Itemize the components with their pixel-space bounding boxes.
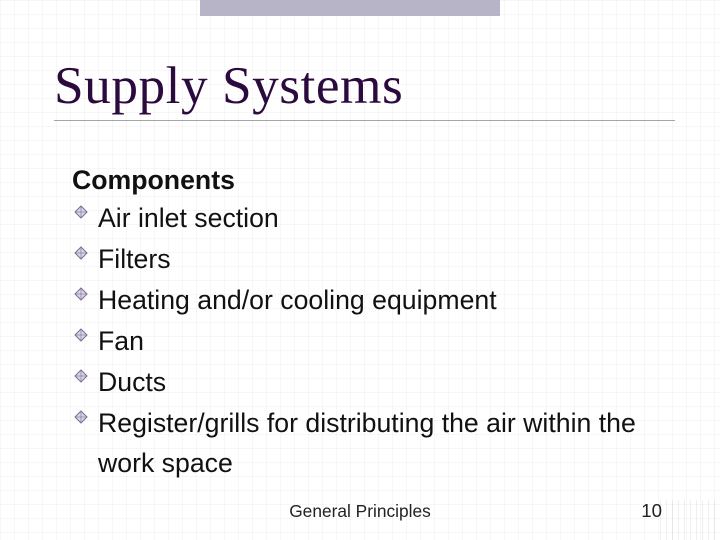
title-underline: [54, 120, 675, 121]
bullet-text: Filters: [98, 244, 171, 274]
page-number: 10: [641, 500, 662, 522]
diamond-bullet-icon: [74, 287, 88, 301]
bullet-text: Fan: [98, 326, 144, 356]
diamond-bullet-icon: [74, 328, 88, 342]
bullet-item: Fan: [74, 321, 660, 361]
slide-title: Supply Systems: [54, 54, 403, 116]
bullet-item: Air inlet section: [74, 198, 660, 238]
footer-text: General Principles: [0, 501, 720, 522]
diamond-bullet-icon: [74, 246, 88, 260]
bullet-item: Ducts: [74, 362, 660, 402]
bullet-item: Heating and/or cooling equipment: [74, 280, 660, 320]
bullet-item: Register/grills for distributing the air…: [74, 403, 660, 483]
bullet-text: Ducts: [98, 367, 166, 397]
subheading: Components: [72, 165, 660, 196]
corner-decoration: [660, 500, 720, 540]
bullet-text: Heating and/or cooling equipment: [98, 285, 497, 315]
diamond-bullet-icon: [74, 410, 88, 424]
diamond-bullet-icon: [74, 369, 88, 383]
bullet-list: Air inlet section Filters Heating and/or c…: [72, 198, 660, 483]
diamond-bullet-icon: [74, 205, 88, 219]
bullet-item: Filters: [74, 239, 660, 279]
content-area: Components Air inlet section Filters Heati…: [72, 165, 660, 484]
bullet-text: Register/grills for distributing the air…: [98, 408, 636, 478]
top-accent-bar: [200, 0, 500, 16]
bullet-text: Air inlet section: [98, 203, 279, 233]
